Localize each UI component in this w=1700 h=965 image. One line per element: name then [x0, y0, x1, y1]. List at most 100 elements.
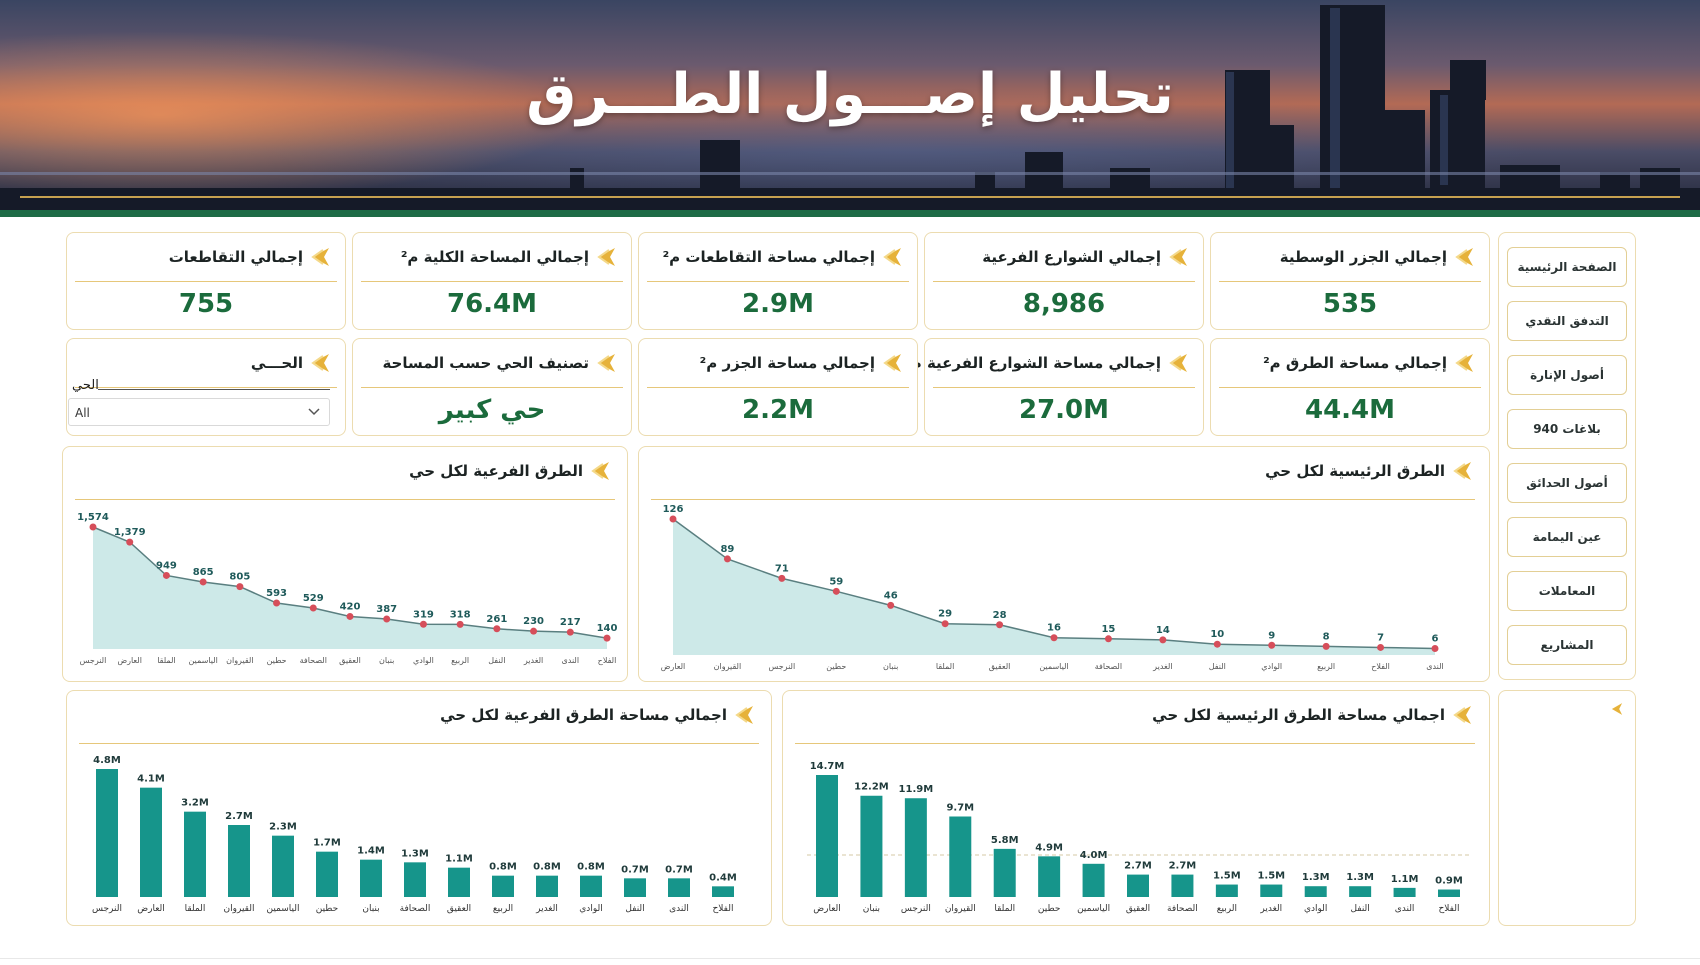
bar[interactable]: [580, 875, 602, 897]
nav-transactions-button[interactable]: المعاملات: [1507, 571, 1627, 611]
data-label: 0.8M: [577, 862, 605, 873]
data-point[interactable]: [530, 627, 538, 635]
data-point[interactable]: [1213, 640, 1221, 648]
main-roads-chart-card: الطرق الرئيسية لكل حي 126 العارض 89 القيروا…: [638, 446, 1490, 682]
data-point[interactable]: [162, 571, 170, 579]
bar[interactable]: [1349, 886, 1372, 897]
bar[interactable]: [448, 867, 470, 897]
data-point[interactable]: [456, 620, 464, 628]
data-point[interactable]: [273, 599, 281, 607]
nav-parks-button[interactable]: أصول الحدائق: [1507, 463, 1627, 503]
bar[interactable]: [272, 835, 294, 897]
bar[interactable]: [228, 825, 250, 897]
data-label: 318: [450, 609, 471, 620]
nav-home-button[interactable]: الصفحة الرئيسية: [1507, 247, 1627, 287]
data-point[interactable]: [1322, 642, 1330, 650]
banner-stripe: [0, 210, 1700, 217]
data-point[interactable]: [493, 625, 501, 633]
category-label: القيروان: [224, 904, 255, 914]
nav-ain-alyamama-button[interactable]: عين اليمامة: [1507, 517, 1627, 557]
nav-cashflow-button[interactable]: التدفق النقدي: [1507, 301, 1627, 341]
bar[interactable]: [949, 816, 972, 897]
bar[interactable]: [1393, 887, 1416, 897]
bar[interactable]: [1038, 856, 1061, 897]
data-point[interactable]: [996, 621, 1004, 629]
bar[interactable]: [1215, 884, 1238, 897]
chevron-left-icon: [591, 462, 609, 480]
data-point[interactable]: [1431, 645, 1439, 653]
data-point[interactable]: [126, 538, 134, 546]
chevron-left-icon: [735, 706, 753, 724]
side-empty-panel: [1498, 690, 1636, 926]
data-label: 805: [229, 572, 250, 583]
bar[interactable]: [712, 886, 734, 897]
nav-lighting-button[interactable]: أصول الإنارة: [1507, 355, 1627, 395]
bar[interactable]: [492, 875, 514, 897]
nav-reports-940-button[interactable]: بلاغات 940: [1507, 409, 1627, 449]
bar[interactable]: [360, 859, 382, 897]
category-label: الوادي: [1304, 904, 1327, 914]
bar[interactable]: [860, 795, 883, 897]
bar[interactable]: [96, 769, 118, 897]
data-label: 261: [486, 614, 507, 625]
data-point[interactable]: [1050, 634, 1058, 642]
data-point[interactable]: [566, 628, 574, 636]
chart-title: اجمالي مساحة الطرق الرئيسية لكل حي: [1152, 706, 1445, 724]
bar[interactable]: [140, 787, 162, 897]
data-point[interactable]: [346, 612, 354, 620]
bar[interactable]: [993, 848, 1016, 897]
data-point[interactable]: [887, 601, 895, 609]
data-label: 9: [1268, 630, 1275, 641]
bar[interactable]: [1127, 874, 1149, 897]
kpi-title: إجمالي المساحة الكلية م²: [400, 248, 589, 266]
bar[interactable]: [316, 851, 338, 897]
category-label: العقيق: [989, 662, 1011, 671]
data-point[interactable]: [1159, 636, 1167, 644]
bar[interactable]: [1171, 874, 1194, 897]
data-point[interactable]: [419, 620, 427, 628]
bar[interactable]: [904, 798, 927, 897]
data-point[interactable]: [383, 615, 391, 623]
data-point[interactable]: [941, 620, 949, 628]
bar[interactable]: [1304, 886, 1327, 897]
bar[interactable]: [1438, 889, 1460, 897]
category-label: الملقا: [157, 656, 175, 665]
bar[interactable]: [1260, 884, 1283, 897]
data-point[interactable]: [1377, 643, 1385, 651]
category-label: الصحافة: [400, 904, 431, 914]
data-point[interactable]: [199, 578, 207, 586]
data-label: 89: [720, 544, 734, 555]
data-point[interactable]: [236, 583, 244, 591]
category-label: العارض: [137, 904, 165, 914]
data-label: 4.1M: [137, 774, 165, 785]
data-point[interactable]: [669, 515, 677, 523]
kpi-card-district-class: تصنيف الحي حسب المساحة حي كبير: [352, 338, 632, 436]
data-point[interactable]: [1268, 641, 1276, 649]
data-label: 0.4M: [709, 872, 737, 883]
data-point[interactable]: [832, 587, 840, 595]
data-point[interactable]: [723, 555, 731, 563]
chevron-left-icon: [1169, 354, 1187, 372]
data-point[interactable]: [309, 604, 317, 612]
bar[interactable]: [668, 878, 690, 897]
category-label: الربيع: [1317, 662, 1335, 671]
bar[interactable]: [1082, 863, 1105, 897]
data-point[interactable]: [89, 523, 97, 531]
nav-projects-button[interactable]: المشاريع: [1507, 625, 1627, 665]
data-point[interactable]: [1104, 635, 1112, 643]
bar[interactable]: [816, 775, 838, 897]
bar[interactable]: [624, 878, 646, 897]
category-label: الصحافة: [1167, 904, 1198, 914]
bar[interactable]: [536, 875, 558, 897]
data-point[interactable]: [603, 634, 611, 642]
district-dropdown[interactable]: All: [68, 398, 330, 426]
category-label: الملقا: [936, 662, 954, 671]
bar[interactable]: [184, 811, 206, 897]
sub-roads-chart-card: الطرق الفرعية لكل حي 1,574 النرجس 1,379 الع…: [62, 446, 628, 682]
category-label: العارض: [813, 904, 841, 914]
data-point[interactable]: [778, 574, 786, 582]
data-label: 46: [884, 590, 898, 601]
kpi-value: 2.2M: [742, 395, 814, 425]
category-label: حطين: [826, 662, 846, 671]
bar[interactable]: [404, 862, 426, 897]
